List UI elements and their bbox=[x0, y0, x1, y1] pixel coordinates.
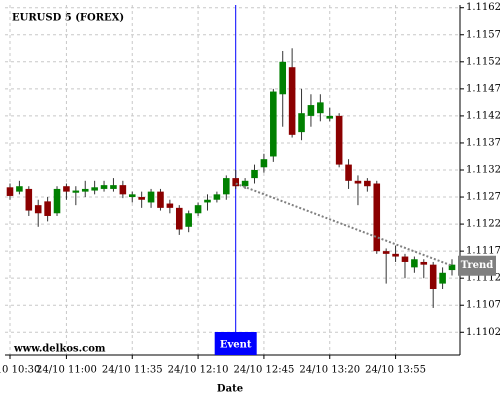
x-tick-label: 24/10 13:20 bbox=[299, 365, 360, 376]
candle-body bbox=[91, 187, 98, 191]
candle-body bbox=[194, 205, 202, 214]
y-tick-label: 1.1152 bbox=[466, 56, 500, 67]
y-tick-label: 1.1162 bbox=[466, 2, 500, 13]
x-axis-title: Date bbox=[217, 384, 243, 395]
candle-body bbox=[6, 187, 14, 196]
y-tick-label: 1.1102 bbox=[466, 327, 500, 338]
candle-body bbox=[279, 61, 287, 95]
candle-body bbox=[345, 164, 352, 181]
candle-body bbox=[364, 180, 371, 187]
candle-body bbox=[53, 188, 61, 214]
candle-body bbox=[241, 180, 249, 187]
candle-body bbox=[204, 199, 211, 203]
candle-body bbox=[317, 102, 324, 114]
x-tick-label: 24/10 10:30 bbox=[0, 365, 40, 376]
y-tick-label: 1.1137 bbox=[466, 137, 500, 148]
candle-body bbox=[232, 178, 239, 187]
watermark: www.delkos.com bbox=[13, 344, 106, 355]
candle-body bbox=[157, 191, 164, 208]
candle-body bbox=[411, 259, 418, 268]
candle-body bbox=[298, 113, 305, 133]
candle-body bbox=[16, 186, 23, 192]
chart-title: EURUSD 5 (FOREX) bbox=[12, 13, 124, 24]
y-tick-label: 1.1117 bbox=[466, 246, 500, 257]
candle-body bbox=[392, 253, 399, 257]
candle-body bbox=[420, 261, 428, 265]
candle-body bbox=[439, 272, 446, 284]
candle-body bbox=[223, 178, 230, 195]
candle-body bbox=[288, 67, 296, 135]
y-tick-label: 1.1127 bbox=[466, 192, 500, 203]
trend-label: Trend bbox=[461, 260, 494, 271]
x-tick-label: 24/10 13:55 bbox=[365, 365, 426, 376]
trend-box bbox=[458, 255, 496, 276]
candle-body bbox=[335, 115, 343, 165]
y-tick-label: 1.1107 bbox=[466, 300, 500, 311]
candle-body bbox=[185, 213, 192, 227]
candle-body bbox=[354, 180, 362, 184]
candle-body bbox=[138, 197, 145, 200]
y-tick-label: 1.1142 bbox=[466, 110, 500, 121]
candle-body bbox=[260, 159, 268, 168]
y-tick-label: 1.1147 bbox=[466, 83, 500, 94]
y-tick-label: 1.1122 bbox=[466, 219, 500, 230]
candle-body bbox=[382, 251, 390, 254]
candle-body bbox=[326, 115, 334, 119]
event-label: Event bbox=[220, 340, 252, 351]
x-tick-label: 24/10 11:00 bbox=[36, 365, 97, 376]
candle-body bbox=[307, 105, 315, 116]
candle-body bbox=[63, 186, 70, 192]
candle-body bbox=[175, 207, 183, 230]
x-tick-label: 24/10 11:35 bbox=[102, 365, 163, 376]
event-box bbox=[214, 332, 257, 355]
candle-body bbox=[72, 190, 80, 193]
candle-body bbox=[401, 256, 409, 262]
candle-body bbox=[119, 185, 127, 195]
candle-body bbox=[44, 201, 51, 216]
candle-body bbox=[373, 183, 381, 252]
candle-body bbox=[429, 264, 437, 290]
candle-body bbox=[25, 188, 33, 211]
candle-body bbox=[147, 191, 155, 203]
trend-line bbox=[235, 182, 453, 267]
candle-body bbox=[128, 194, 136, 198]
candle-body bbox=[34, 205, 42, 214]
x-tick-label: 24/10 12:10 bbox=[168, 365, 229, 376]
candle-body bbox=[251, 169, 258, 179]
y-tick-label: 1.1157 bbox=[466, 29, 500, 40]
candle-body bbox=[270, 91, 277, 157]
candle-body bbox=[81, 188, 89, 192]
candle-body bbox=[166, 203, 174, 208]
y-tick-label: 1.1112 bbox=[466, 273, 500, 284]
candle-body bbox=[213, 194, 221, 200]
candle-body bbox=[100, 185, 108, 189]
candle-body bbox=[110, 185, 117, 189]
x-tick-label: 24/10 12:45 bbox=[234, 365, 295, 376]
y-tick-label: 1.1132 bbox=[466, 164, 500, 175]
candle-body bbox=[448, 264, 456, 271]
